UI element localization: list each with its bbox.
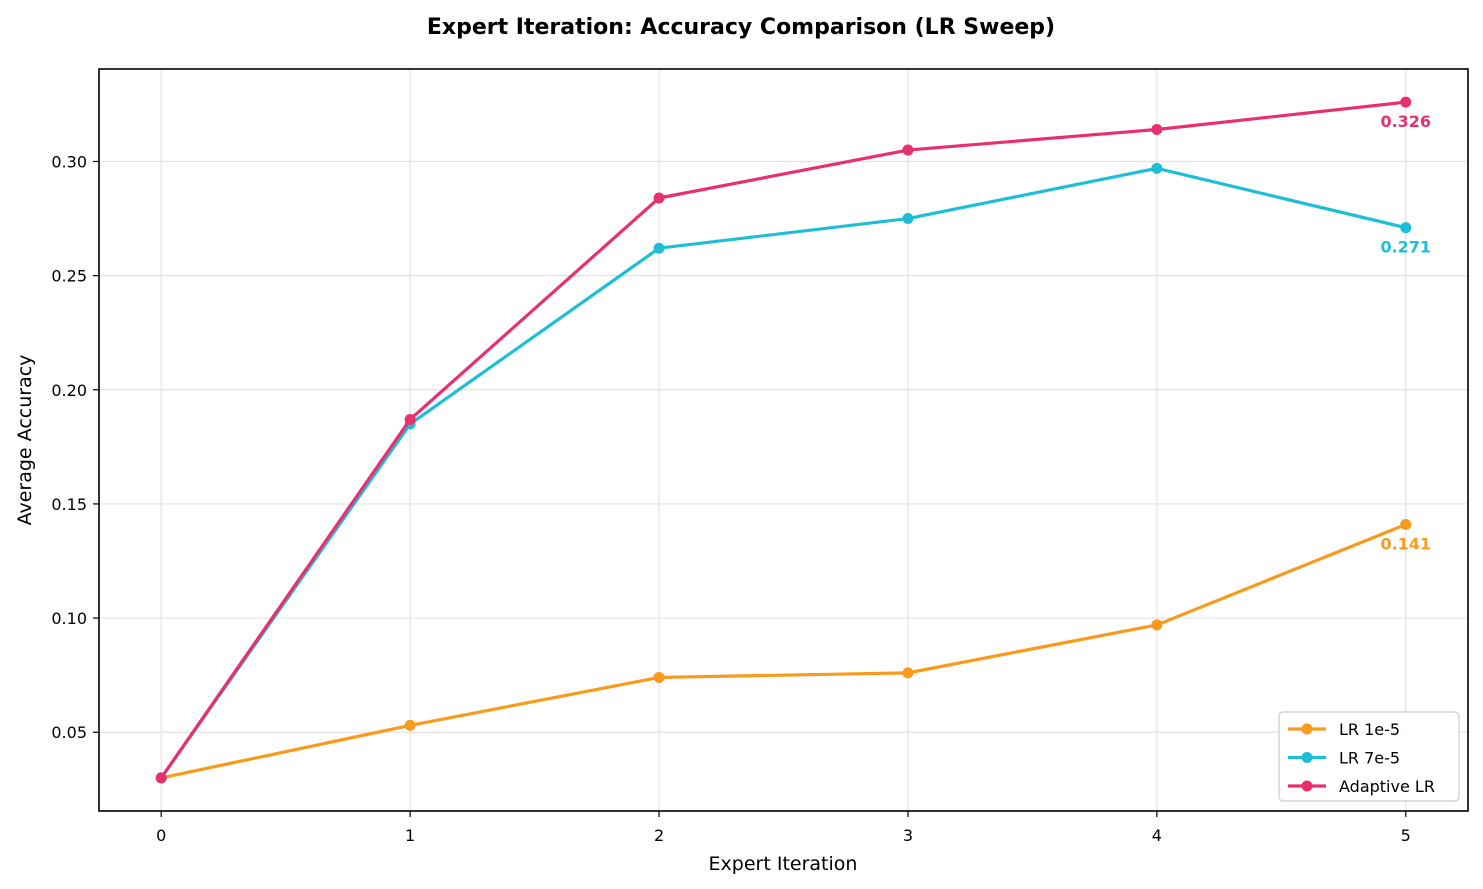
x-tick-label: 0 (156, 826, 166, 845)
legend-box (1278, 711, 1460, 802)
grid (99, 69, 1468, 811)
legend: LR 1e-5 LR 7e-5 Adaptive LR (1278, 711, 1460, 802)
data-point (902, 144, 914, 156)
data-point (902, 667, 914, 679)
data-point (1400, 222, 1412, 234)
chart-title: Expert Iteration: Accuracy Comparison (L… (427, 15, 1055, 40)
series-line (159, 522, 1408, 780)
legend-item: LR 1e-5 (1288, 720, 1400, 739)
legend-marker (1301, 752, 1313, 763)
series-lr-1e-5 (155, 518, 1412, 784)
y-tick-label: 0.05 (51, 723, 87, 742)
series-line (159, 166, 1408, 780)
data-point (653, 242, 665, 254)
y-tick-label: 0.10 (51, 609, 87, 628)
series-layer (155, 96, 1412, 784)
plot-frame (98, 68, 1469, 812)
legend-item: LR 7e-5 (1288, 749, 1400, 768)
data-point (653, 671, 665, 683)
legend-marker (1301, 723, 1313, 735)
y-tick-label: 0.15 (51, 495, 87, 514)
end-value-label: 0.326 (1380, 112, 1431, 131)
x-axis-ticks: 0 1 2 3 4 5 (156, 811, 1411, 845)
x-tick-label: 1 (405, 826, 415, 845)
x-tick-label: 3 (903, 826, 913, 845)
data-point (1151, 162, 1163, 174)
data-point (902, 213, 914, 225)
data-point (1400, 518, 1412, 530)
data-point (404, 719, 416, 731)
legend-label: Adaptive LR (1339, 777, 1435, 796)
x-tick-label: 5 (1401, 826, 1411, 845)
end-value-label: 0.141 (1380, 534, 1431, 553)
series-lr-7e-5 (155, 162, 1412, 784)
data-point (404, 413, 416, 425)
series-line (159, 100, 1408, 780)
x-tick-label: 4 (1152, 826, 1162, 845)
data-point (155, 772, 167, 784)
legend-item: Adaptive LR (1288, 777, 1435, 796)
y-axis-label: Average Accuracy (14, 355, 36, 526)
end-labels: 0.141 0.271 0.326 (1380, 112, 1431, 553)
x-axis-label: Expert Iteration (709, 853, 858, 875)
y-tick-label: 0.30 (51, 152, 87, 171)
y-tick-label: 0.25 (51, 267, 87, 286)
y-axis-ticks: 0.05 0.10 0.15 0.20 0.25 0.30 (51, 152, 99, 742)
end-value-label: 0.271 (1380, 238, 1431, 257)
x-tick-label: 2 (654, 826, 664, 845)
legend-label: LR 1e-5 (1339, 720, 1400, 739)
series-adaptive-lr (155, 96, 1412, 784)
data-point (1400, 96, 1412, 108)
y-tick-label: 0.20 (51, 381, 87, 400)
data-point (653, 192, 665, 204)
data-point (1151, 124, 1163, 136)
legend-label: LR 7e-5 (1339, 749, 1400, 768)
legend-marker (1301, 780, 1313, 792)
data-point (1151, 619, 1163, 631)
